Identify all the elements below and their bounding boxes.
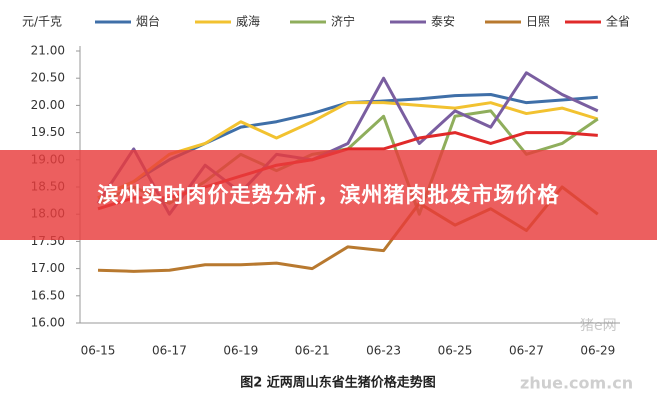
legend-label: 全省: [606, 14, 630, 29]
legend-label: 烟台: [136, 14, 160, 29]
y-tick-label: 20.50: [31, 71, 65, 85]
overlay-title: 滨州实时肉价走势分析，滨州猪肉批发市场价格: [97, 183, 560, 207]
x-tick-label: 06-19: [223, 344, 258, 358]
x-tick-label: 06-27: [509, 344, 544, 358]
watermark: zhue.com.cn: [520, 374, 633, 393]
y-tick-label: 20.00: [31, 98, 65, 112]
y-axis-label: 元/千克: [22, 15, 62, 29]
x-tick-label: 06-29: [580, 344, 615, 358]
x-tick-label: 06-15: [81, 344, 116, 358]
y-tick-label: 21.00: [31, 44, 65, 58]
x-tick-label: 06-21: [295, 344, 330, 358]
overlay-banner: 滨州实时肉价走势分析，滨州猪肉批发市场价格: [0, 150, 657, 240]
legend-label: 济宁: [331, 14, 355, 29]
x-tick-label: 06-17: [152, 344, 187, 358]
legend-label: 威海: [236, 14, 260, 29]
watermark: 猪e网: [580, 318, 617, 334]
y-tick-label: 17.00: [31, 261, 65, 275]
legend-label: 泰安: [431, 14, 455, 29]
chart-caption: 图2 近两周山东省生猪价格走势图: [240, 375, 436, 391]
y-tick-label: 16.50: [31, 288, 65, 302]
legend-label: 日照: [526, 15, 550, 29]
y-tick-label: 19.50: [31, 125, 65, 139]
x-tick-label: 06-23: [366, 344, 401, 358]
y-tick-label: 16.00: [31, 316, 65, 330]
x-tick-label: 06-25: [438, 344, 473, 358]
